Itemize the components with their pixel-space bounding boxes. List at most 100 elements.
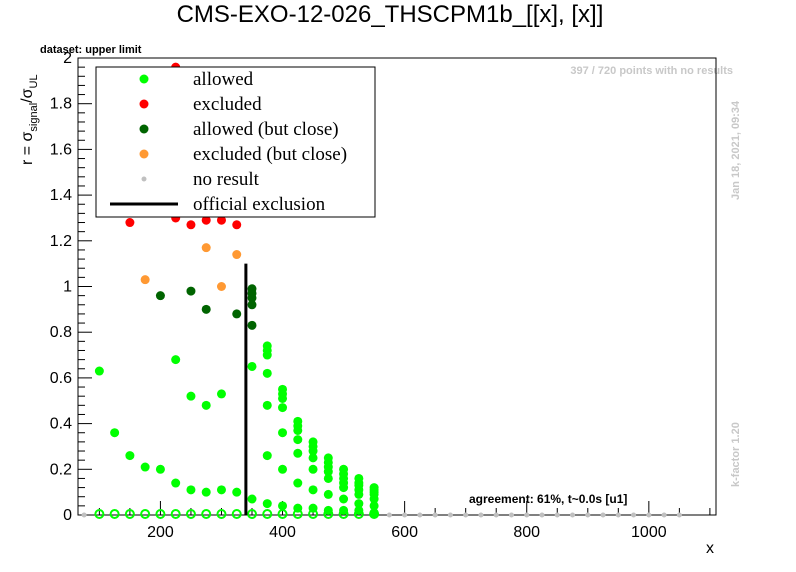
allowed-but-close-point (247, 300, 257, 310)
excluded-point (216, 215, 226, 225)
allowed-point (323, 509, 334, 519)
allowed-point (369, 509, 380, 519)
allowed-point (293, 425, 303, 435)
kfactor-label: k-factor 1.20 (730, 422, 742, 487)
allowed-point (124, 509, 135, 519)
legend-label: no result (193, 169, 260, 190)
allowed-point (262, 451, 272, 461)
no-result-point (600, 512, 606, 518)
allowed-point (231, 509, 242, 519)
allowed-but-close-point (247, 320, 257, 330)
allowed-point (262, 350, 272, 360)
allowed-point (293, 478, 303, 488)
allowed-point (262, 509, 273, 519)
legend-marker (139, 74, 149, 84)
allowed-point (369, 501, 379, 511)
allowed-point (353, 509, 364, 519)
allowed-point (293, 435, 303, 445)
no-result-point (417, 512, 423, 518)
no-result-point (570, 512, 576, 518)
legend-label: allowed (193, 69, 254, 90)
allowed-point (278, 403, 288, 413)
no-results-note: 397 / 720 points with no results (570, 65, 733, 77)
allowed-point (186, 391, 196, 401)
y-axis-label-sub2: UL (28, 74, 40, 88)
y-tick-label: 0.6 (50, 370, 72, 387)
dataset-label: dataset: upper limit (40, 44, 142, 56)
excluded-but-close-point (216, 282, 226, 291)
y-tick-label: 1 (63, 279, 72, 296)
excluded-but-close-point (232, 250, 242, 260)
allowed-point (247, 494, 257, 504)
no-result-point (432, 512, 438, 518)
allowed-point (262, 499, 272, 509)
allowed-point (232, 487, 242, 497)
allowed-point (171, 478, 181, 488)
allowed-point (247, 509, 257, 519)
y-tick-label: 0.8 (50, 324, 72, 341)
allowed-point (323, 467, 333, 477)
allowed-point (186, 485, 196, 495)
y-tick-label: 1.2 (50, 233, 72, 250)
agreement-label: agreement: 61%, t~0.0s [u1] (469, 492, 627, 506)
allowed-point (293, 448, 303, 458)
x-tick-label: 1000 (631, 524, 667, 541)
allowed-point (125, 451, 135, 461)
x-tick-label: 800 (513, 524, 540, 541)
legend: allowed excluded allowed (but close) exclud… (95, 66, 376, 218)
x-tick-label: 600 (391, 524, 418, 541)
allowed-point (339, 483, 349, 493)
excluded-but-close-point (140, 275, 150, 285)
allowed-point (354, 489, 364, 499)
no-result-point (524, 512, 530, 518)
allowed-but-close-point (232, 309, 242, 319)
allowed-point (308, 453, 318, 463)
y-tick-label: 2 (63, 50, 72, 67)
allowed-point (339, 494, 349, 504)
allowed-point (278, 464, 288, 474)
allowed-point (171, 355, 181, 365)
y-tick-label: 0.2 (50, 461, 72, 478)
legend-marker (139, 149, 149, 159)
allowed-point (94, 509, 105, 519)
no-result-point (447, 512, 453, 518)
legend-label: official exclusion (193, 194, 326, 215)
y-axis-label-main: r = σ (19, 131, 36, 165)
no-result-point (508, 512, 514, 518)
y-tick-label: 0.4 (50, 416, 72, 433)
allowed-point (110, 428, 120, 438)
allowed-point (323, 489, 333, 499)
allowed-point (109, 509, 120, 519)
allowed-point (369, 494, 379, 504)
excluded-but-close-point (201, 243, 211, 253)
legend-marker (141, 176, 147, 182)
allowed-point (278, 428, 288, 438)
no-result-point (631, 512, 637, 518)
no-result-point (676, 512, 682, 518)
no-result-point (539, 512, 545, 518)
allowed-point (140, 509, 151, 519)
y-tick-label: 0 (63, 507, 72, 524)
allowed-point (155, 464, 165, 474)
allowed-but-close-point (155, 291, 165, 301)
allowed-point (292, 509, 303, 519)
no-result-point (493, 512, 499, 518)
y-axis-label-mid: /σ (19, 88, 36, 102)
allowed-point (185, 509, 196, 519)
y-axis-label-sub1: signal (28, 103, 40, 132)
allowed-point (308, 509, 319, 519)
legend-label: excluded (but close) (193, 144, 347, 165)
timestamp-label: Jan 18, 2021, 09:34 (730, 100, 742, 200)
no-result-point (478, 512, 484, 518)
allowed-point (201, 400, 211, 410)
allowed-point (216, 509, 227, 519)
allowed-point (278, 501, 288, 511)
allowed-point (170, 509, 181, 519)
allowed-point (308, 464, 318, 474)
y-tick-label: 1.8 (50, 96, 72, 113)
allowed-point (216, 485, 226, 495)
excluded-point (125, 218, 135, 228)
allowed-but-close-point (186, 286, 196, 296)
x-tick-label: 400 (269, 524, 296, 541)
allowed-point (201, 509, 212, 519)
